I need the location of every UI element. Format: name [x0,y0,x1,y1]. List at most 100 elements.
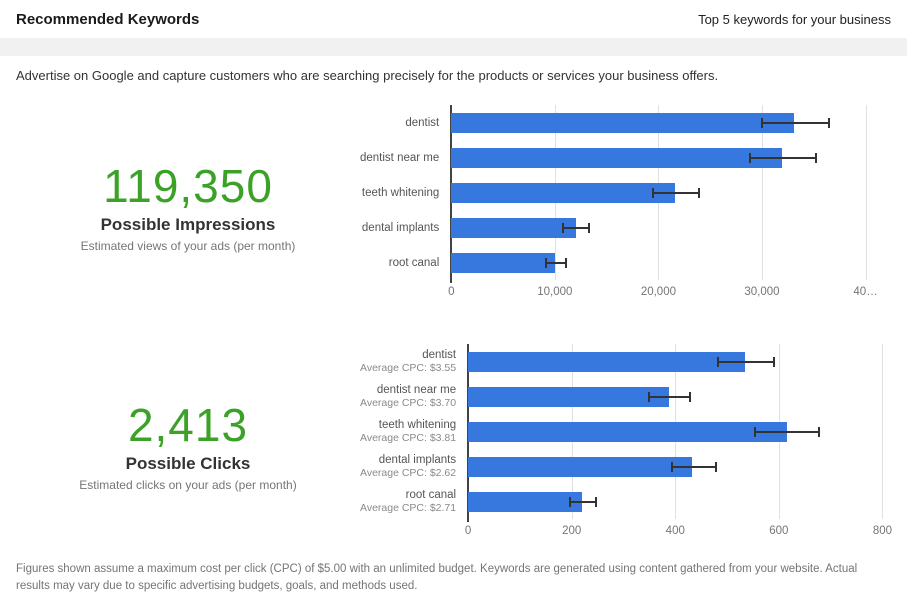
clicks-section: 2,413 Possible Clicks Estimated clicks o… [0,344,907,549]
bar-dental-implants[interactable] [451,217,576,238]
error-bar-cap [697,187,700,198]
clicks-stat: 2,413 Possible Clicks Estimated clicks o… [16,344,360,549]
bar-root-canal[interactable] [451,252,555,273]
intro-text: Advertise on Google and capture customer… [16,68,719,83]
category-label: teeth whitening Average CPC: $3.81 [360,414,468,449]
error-bar-line [761,121,830,124]
error-bar-cap [562,222,565,233]
category-sublabel-text: Average CPC: $2.71 [360,502,457,514]
category-label: dentist near me [360,140,451,175]
x-axis: 0 200 400 600 800 [464,525,903,549]
bar-dentist-near-me[interactable] [451,147,782,168]
error-bar-cap [670,461,673,472]
axis-tick-label: 30,000 [744,286,780,298]
error-bar-line [570,500,596,503]
header-divider-band [0,38,907,56]
category-label-text: root canal [405,489,457,501]
error-bar-line [718,360,774,363]
axis-tick-label: 600 [769,525,789,537]
plot-area [467,344,903,522]
error-bar-cap [688,391,691,402]
category-label: dentist near me Average CPC: $3.70 [360,379,468,414]
error-bar-cap [544,257,547,268]
plot-area [450,105,886,283]
error-bar-cap [760,117,763,128]
header-subtitle: Top 5 keywords for your business [698,11,891,27]
axis-tick-label: 10,000 [537,286,573,298]
gridline [865,105,867,280]
category-label: teeth whitening [360,175,451,210]
category-label: dentist Average CPC: $3.55 [360,344,468,379]
bar-dental-implants[interactable] [468,456,693,477]
category-sublabel-text: Average CPC: $2.62 [360,467,457,479]
bar-teeth-whitening[interactable] [468,421,787,442]
axis-tick-label: 0 [464,525,472,537]
category-label: dental implants Average CPC: $2.62 [360,449,468,484]
error-bar-line [749,156,816,159]
error-bar-cap [814,152,817,163]
clicks-caption: Estimated clicks on your ads (per month) [79,477,297,492]
category-labels: dentist Average CPC: $3.55 dentist near me… [360,344,468,549]
bar-teeth-whitening[interactable] [451,182,675,203]
axis-tick-label: 800 [872,525,892,537]
clicks-value: 2,413 [127,399,249,452]
gridline [761,105,763,280]
error-bar-line [563,226,589,229]
category-label: root canal [360,245,451,280]
error-bar-line [649,395,690,398]
error-bar-cap [748,152,751,163]
plot-area-wrap: 0 200 400 600 800 [464,344,903,549]
error-bar-cap [772,356,775,367]
error-bar-line [754,430,820,433]
category-label-text: dentist near me [360,151,440,164]
error-bar-cap [594,496,597,507]
error-bar-line [671,465,717,468]
category-label-text: teeth whitening [378,419,457,431]
category-label-text: dentist [422,349,457,361]
category-labels: dentist dentist near me teeth whitening den… [360,105,451,310]
error-bar-cap [828,117,831,128]
bar-root-canal[interactable] [468,491,583,512]
category-label-text: teeth whitening [361,186,440,199]
category-sublabel-text: Average CPC: $3.70 [360,397,457,409]
impressions-label: Possible Impressions [100,214,276,234]
clicks-chart: dentist Average CPC: $3.55 dentist near me… [360,344,903,549]
impressions-value: 119,350 [103,160,273,213]
footnote-text: Figures shown assume a maximum cost per … [16,563,858,592]
category-sublabel-text: Average CPC: $3.55 [360,362,457,374]
error-bar-line [545,261,567,264]
error-bar-cap [717,356,720,367]
category-label-text: root canal [388,256,440,269]
category-label-text: dental implants [378,454,457,466]
error-bar-cap [715,461,718,472]
category-label-text: dental implants [361,221,440,234]
axis-tick-label: 0 [448,286,455,298]
axis-tick-label: 20,000 [640,286,676,298]
category-label: dentist [360,105,451,140]
bar-dentist-near-me[interactable] [468,386,670,407]
impressions-chart: dentist dentist near me teeth whitening den… [360,105,891,310]
x-axis: 0 10,000 20,000 30,000 40… [448,286,886,310]
plot-area-wrap: 0 10,000 20,000 30,000 40… [448,105,886,310]
axis-tick-label: 400 [665,525,685,537]
category-sublabel-text: Average CPC: $3.81 [360,432,457,444]
impressions-section: 119,350 Possible Impressions Estimated v… [0,105,907,310]
error-bar-cap [652,187,655,198]
error-bar-cap [818,426,821,437]
error-bar-cap [648,391,651,402]
report-header: Recommended Keywords Top 5 keywords for … [0,0,907,38]
category-label-text: dentist near me [376,384,457,396]
page-title: Recommended Keywords [16,10,200,28]
axis-tick-label: 40… [853,286,878,298]
error-bar-cap [588,222,591,233]
error-bar-line [653,191,699,194]
category-label: dental implants [360,210,451,245]
category-label-text: dentist [405,116,440,129]
bar-dentist[interactable] [468,351,746,372]
error-bar-cap [569,496,572,507]
error-bar-cap [753,426,756,437]
clicks-label: Possible Clicks [125,453,251,473]
bar-dentist[interactable] [451,112,795,133]
gridline [882,344,884,519]
error-bar-cap [565,257,568,268]
